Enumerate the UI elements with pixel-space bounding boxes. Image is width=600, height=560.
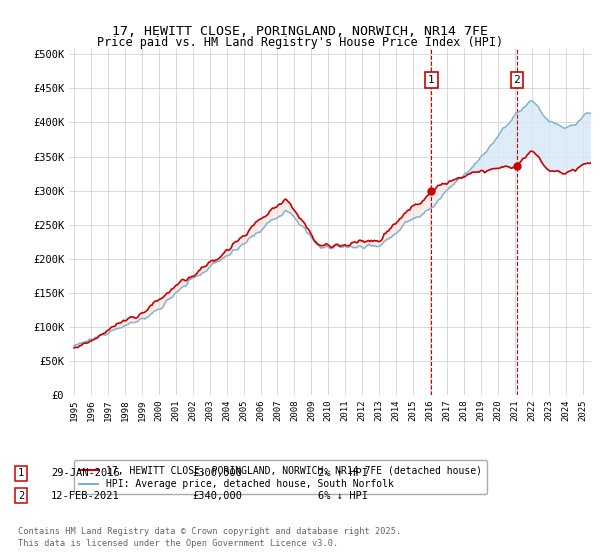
Text: £300,000: £300,000	[192, 468, 242, 478]
Text: 1: 1	[428, 75, 435, 85]
Text: 2: 2	[514, 75, 520, 85]
Text: 2: 2	[18, 491, 24, 501]
Text: 29-JAN-2016: 29-JAN-2016	[51, 468, 120, 478]
Text: 2% ↑ HPI: 2% ↑ HPI	[318, 468, 368, 478]
Text: Contains HM Land Registry data © Crown copyright and database right 2025.
This d: Contains HM Land Registry data © Crown c…	[18, 527, 401, 548]
Legend: 17, HEWITT CLOSE, PORINGLAND, NORWICH, NR14 7FE (detached house), HPI: Average p: 17, HEWITT CLOSE, PORINGLAND, NORWICH, N…	[74, 460, 487, 494]
Text: £340,000: £340,000	[192, 491, 242, 501]
Text: Price paid vs. HM Land Registry's House Price Index (HPI): Price paid vs. HM Land Registry's House …	[97, 36, 503, 49]
Text: 6% ↓ HPI: 6% ↓ HPI	[318, 491, 368, 501]
Text: 17, HEWITT CLOSE, PORINGLAND, NORWICH, NR14 7FE: 17, HEWITT CLOSE, PORINGLAND, NORWICH, N…	[112, 25, 488, 38]
Text: 1: 1	[18, 468, 24, 478]
Text: 12-FEB-2021: 12-FEB-2021	[51, 491, 120, 501]
